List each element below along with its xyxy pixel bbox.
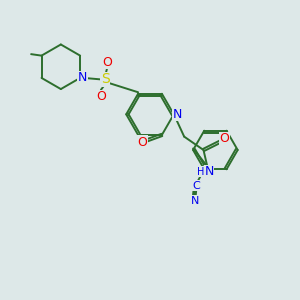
Text: N: N [173,108,182,121]
Text: O: O [219,132,229,145]
Text: O: O [102,56,112,69]
Text: N: N [77,71,87,84]
Text: H: H [197,167,204,177]
Text: O: O [96,90,106,103]
Text: S: S [101,72,110,86]
Text: C: C [192,181,200,191]
Text: O: O [137,136,147,149]
Text: N: N [205,165,214,178]
Text: N: N [190,196,199,206]
